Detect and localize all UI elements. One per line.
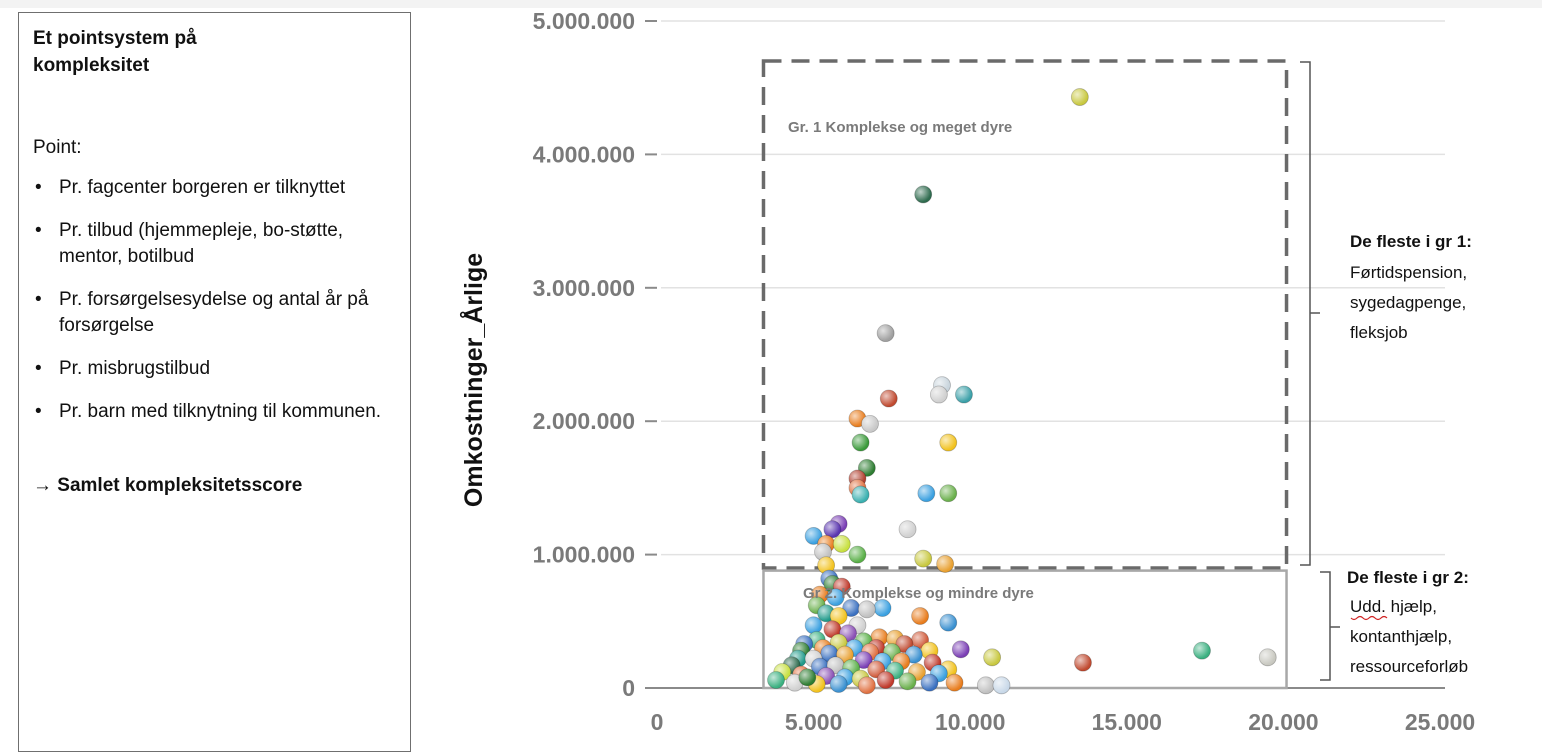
y-tick-label: 0 (622, 675, 635, 701)
data-point-highlight (823, 620, 841, 638)
data-point-highlight (848, 546, 866, 564)
group-2-note: kontanthjælp, (1350, 627, 1452, 646)
data-point-highlight (877, 671, 895, 689)
data-point-highlight (830, 675, 848, 693)
y-tick-label: 3.000.000 (533, 275, 635, 301)
list-item: Pr. barn med tilknytning til kommunen. (33, 399, 399, 425)
data-point-highlight (1259, 648, 1277, 666)
info-panel: Et pointsystem på kompleksitet Point: Pr… (18, 12, 411, 752)
data-point-highlight (830, 607, 848, 625)
y-tick-label: 5.000.000 (533, 8, 635, 34)
y-tick-label: 4.000.000 (533, 141, 635, 167)
group-1-bracket (1300, 61, 1320, 566)
data-point-highlight (833, 535, 851, 553)
data-point-highlight (899, 672, 917, 690)
data-point-highlight (852, 434, 870, 452)
data-point-highlight (899, 520, 917, 538)
scatter-chart: 0 1.000.000 2.000.000 3.000.000 4.000.000 5.0… (459, 8, 1476, 735)
data-point-highlight (880, 390, 898, 408)
data-point-highlight (939, 614, 957, 632)
list-item: Pr. tilbud (hjemmepleje, bo-støtte, ment… (33, 218, 399, 270)
data-point-highlight (817, 556, 835, 574)
group-2-box (762, 569, 1288, 690)
list-item: Pr. fagcenter borgeren er tilknyttet (33, 175, 399, 201)
arrow-right-icon: → (33, 475, 52, 496)
data-point-highlight (827, 588, 845, 606)
data-point-highlight (1074, 654, 1092, 672)
group-1-note: fleksjob (1350, 323, 1408, 342)
y-tick-label: 2.000.000 (533, 408, 635, 434)
x-tick-label: 25.000 (1405, 709, 1475, 735)
data-point-highlight (877, 324, 895, 342)
data-point-highlight (814, 543, 832, 561)
group-2-label: Gr 2. Komplekse og mindre dyre (803, 585, 1034, 602)
data-point-highlight (861, 415, 879, 433)
data-point-highlight (930, 386, 948, 404)
data-point-highlight (917, 484, 935, 502)
data-point-highlight (798, 668, 816, 686)
data-point-highlight (952, 640, 970, 658)
gridlines (661, 20, 1445, 556)
data-point-highlight (936, 555, 954, 573)
data-point-highlight (993, 676, 1011, 694)
data-points (767, 88, 1277, 695)
data-point-highlight (1071, 88, 1089, 106)
group-1-note: sygedagpenge, (1350, 293, 1466, 312)
data-point-highlight (855, 651, 873, 669)
region-boxes (761, 59, 1289, 690)
data-point-highlight (983, 648, 1001, 666)
tick-labels: 0 1.000.000 2.000.000 3.000.000 4.000.000 5.0… (533, 8, 1476, 735)
data-point-highlight (939, 484, 957, 502)
x-tick-label: 20.000 (1248, 709, 1318, 735)
group-1-label: Gr. 1 Komplekse og meget dyre (788, 119, 1012, 136)
group-2-heading: De fleste i gr 2: (1347, 568, 1469, 587)
list-item: Pr. forsørgelsesydelse og antal år på fo… (33, 287, 399, 339)
data-point-highlight (858, 600, 876, 618)
top-divider (0, 0, 1542, 8)
data-point-highlight (1193, 642, 1211, 660)
data-point-highlight (939, 434, 957, 452)
group-1-box (761, 59, 1289, 570)
data-point-highlight (920, 674, 938, 692)
data-point-highlight (858, 676, 876, 694)
group-1-heading: De fleste i gr 1: (1350, 232, 1472, 251)
data-point-highlight (905, 646, 923, 664)
info-summary: → Samlet kompleksitetsscore (33, 475, 396, 497)
list-item: Pr. misbrugstilbud (33, 356, 399, 382)
data-point-highlight (767, 671, 785, 689)
y-tick-label: 1.000.000 (533, 542, 635, 568)
data-point-highlight (842, 599, 860, 617)
group-2-bracket (1320, 571, 1340, 681)
info-title: Et pointsystem på kompleksitet (33, 28, 197, 76)
data-point-highlight (805, 527, 823, 545)
group-2-note: Udd. hjælp, (1350, 597, 1437, 616)
data-point-highlight (852, 486, 870, 504)
x-tick-label: 10.000 (935, 709, 1005, 735)
group-1-note: Førtidspension, (1350, 263, 1467, 282)
group-2-note: ressourceforløb (1350, 657, 1468, 676)
data-point-highlight (914, 550, 932, 568)
x-tick-label: 15.000 (1092, 709, 1162, 735)
data-point-highlight (911, 607, 929, 625)
data-point-highlight (977, 676, 995, 694)
data-point-highlight (874, 599, 892, 617)
summary-text: Samlet kompleksitetsscore (57, 475, 303, 496)
data-point-highlight (946, 674, 964, 692)
info-list: Pr. fagcenter borgeren er tilknyttet Pr.… (33, 175, 396, 425)
annotations: Gr. 1 Komplekse og meget dyre Gr 2. Kompl… (788, 119, 1472, 676)
data-point-highlight (914, 185, 932, 203)
spellcheck-squiggle (1350, 615, 1388, 621)
annotation-brackets (1300, 61, 1340, 681)
y-axis-label: Omkostninger_Årlige (459, 253, 488, 507)
info-intro: Point: (33, 137, 82, 158)
data-point-highlight (823, 520, 841, 538)
x-tick-label: 5.000 (785, 709, 843, 735)
data-point-highlight (805, 616, 823, 634)
data-point-highlight (955, 386, 973, 404)
x-tick-label: 0 (651, 709, 664, 735)
